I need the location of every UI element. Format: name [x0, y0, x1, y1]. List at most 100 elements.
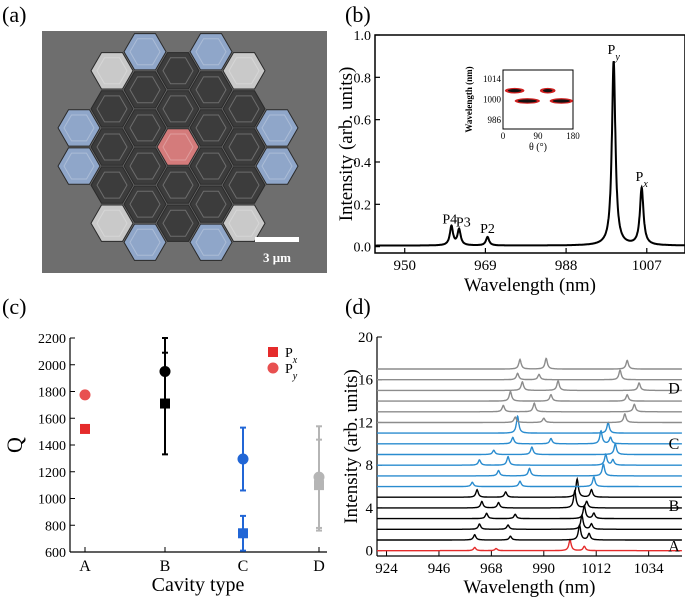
- hexagon-cavity: [123, 185, 167, 223]
- q-point-C-Px: [238, 528, 248, 539]
- scale-bar: [255, 237, 299, 242]
- hexagon-cavity: [123, 33, 167, 71]
- spectrum-C-10: [377, 429, 682, 445]
- y-axis-label: Intensity (arb. units): [341, 369, 362, 524]
- x-tick-label: D: [313, 558, 325, 575]
- hexagon-texture: [261, 152, 293, 180]
- spectrum-D-13: [377, 401, 682, 413]
- spectrum-D-16: [377, 368, 682, 381]
- x-tick-label: 946: [428, 561, 451, 577]
- x-axis-label: Cavity type: [152, 574, 245, 596]
- hexagon-texture: [195, 76, 227, 104]
- inset-y-tick-label: 986: [488, 115, 502, 125]
- y-tick-label: 800: [45, 519, 66, 534]
- q-point-D-Py: [313, 471, 325, 483]
- hexagon-texture: [228, 171, 260, 199]
- spectrum-D-12: [377, 413, 682, 424]
- inset-y-tick-label: 1000: [483, 95, 502, 105]
- hexagon-texture: [129, 76, 161, 104]
- q-point-A-Px: [80, 423, 90, 434]
- spectrum-line: [375, 60, 685, 247]
- inset-y-tick-label: 1014: [483, 74, 502, 84]
- hexagon-texture: [228, 95, 260, 123]
- hexagon-cavity: [57, 147, 101, 185]
- hexagon-cavity: [222, 90, 266, 128]
- hexagon-texture: [195, 152, 227, 180]
- hexagon-cavity: [222, 52, 266, 90]
- inset-x-tick-label: 90: [534, 131, 544, 141]
- hexagon-texture: [162, 209, 194, 237]
- hexagon-texture: [162, 133, 194, 161]
- spectrum-B-3: [377, 504, 682, 520]
- x-tick-label: 969: [474, 258, 497, 274]
- hexagon-cavity: [255, 147, 299, 185]
- hexagon-texture: [96, 209, 128, 237]
- hexagon-texture: [129, 114, 161, 142]
- inset-x-axis-label: θ (°): [529, 142, 547, 153]
- legend-marker: [268, 347, 278, 357]
- inset-x-tick-label: 180: [566, 131, 580, 141]
- hexagon-texture: [228, 209, 260, 237]
- photonic-crystal-cavity-array: [57, 33, 299, 261]
- hexagon-cavity: [189, 223, 233, 261]
- hexagon-cavity: [90, 166, 134, 204]
- hexagon-cavity: [90, 204, 134, 242]
- y-tick-label: 0.0: [354, 241, 372, 256]
- panel-label-d: (d): [345, 294, 371, 319]
- hexagon-cavity: [123, 109, 167, 147]
- group-label: A: [668, 538, 680, 555]
- scale-bar-label: 3 μm: [263, 250, 291, 265]
- group-label: B: [669, 498, 680, 515]
- hexagon-cavity: [189, 185, 233, 223]
- group-label: D: [668, 380, 680, 397]
- q-point-A-Py: [79, 389, 91, 401]
- panel-label-a: (a): [2, 2, 26, 27]
- peak-label-subscript: y: [614, 52, 620, 63]
- hexagon-texture: [162, 171, 194, 199]
- x-tick-label: 1007: [632, 258, 663, 274]
- hexagon-cavity: [123, 147, 167, 185]
- y-tick-label: 2000: [38, 359, 66, 374]
- hexagon-cavity: [156, 204, 200, 242]
- y-axis-label: Intensity (arb. units): [336, 67, 357, 222]
- hexagon-cavity: [90, 128, 134, 166]
- hexagon-texture: [96, 95, 128, 123]
- y-tick-label: 1800: [38, 386, 66, 401]
- hexagon-cavity: [189, 71, 233, 109]
- x-tick-label: 968: [480, 561, 503, 577]
- y-tick-label: 4: [366, 501, 374, 517]
- peak-label-subscript: x: [642, 179, 648, 190]
- hexagon-texture: [228, 133, 260, 161]
- q-point-B-Py: [159, 365, 171, 377]
- spectrum-B-2: [377, 514, 682, 530]
- inset-band-black: [507, 89, 522, 93]
- hexagon-texture: [63, 114, 95, 142]
- spectrum-D-14: [377, 390, 682, 402]
- inset-band-black: [517, 99, 537, 103]
- spectrum-B-5: [377, 476, 682, 498]
- y-tick-label: 16: [358, 373, 374, 389]
- inset-y-axis-label: Wavelength (nm): [464, 66, 474, 132]
- y-axis-label: Q: [2, 437, 27, 453]
- y-tick-label: 1000: [38, 493, 66, 508]
- hexagon-texture: [129, 228, 161, 256]
- spectrum-C-11: [377, 414, 682, 434]
- spectrum-C-7: [377, 463, 682, 477]
- x-tick-label: A: [79, 558, 91, 575]
- y-tick-label: 12: [358, 415, 373, 431]
- hexagon-texture: [195, 114, 227, 142]
- spectrum-chart-b: 950 969 988 1007 0.0 0.2 0.4 0.6 0.8 1.0 Wavelengt…: [336, 29, 685, 296]
- q-factor-chart-c: 600 800 1000 1200 1400 1600 1800 2000 2200 A B C D Ca…: [2, 332, 327, 596]
- hexagon-texture: [195, 228, 227, 256]
- plot-frame: [374, 34, 685, 254]
- y-tick-label: 1600: [38, 412, 66, 427]
- hexagon-texture: [129, 190, 161, 218]
- y-tick-label: 0.4: [354, 156, 372, 171]
- y-tick-label: 0: [366, 544, 374, 560]
- peak-label: P3: [456, 216, 471, 231]
- panel-label-b: (b): [345, 2, 371, 27]
- x-tick-label: 950: [393, 258, 416, 274]
- peak-label: P2: [480, 222, 495, 237]
- spectrum-B-1: [377, 523, 682, 541]
